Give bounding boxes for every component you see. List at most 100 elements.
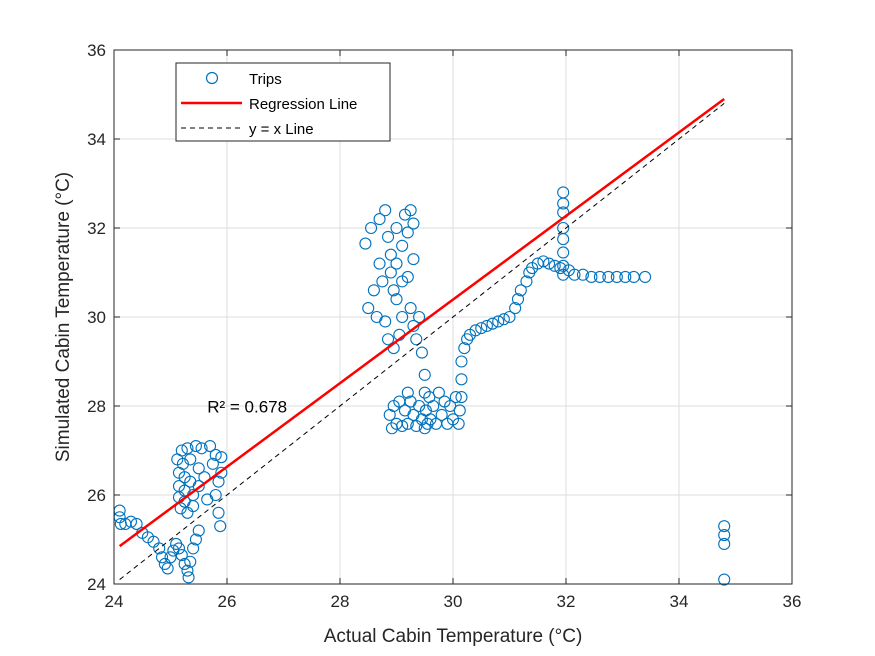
y-equals-x-line bbox=[119, 103, 725, 580]
trip-point bbox=[415, 346, 428, 359]
trip-point bbox=[192, 524, 205, 537]
x-tick-label: 30 bbox=[444, 592, 463, 611]
legend-trips-label: Trips bbox=[249, 71, 282, 88]
trip-point bbox=[124, 515, 137, 528]
trip-point bbox=[387, 284, 400, 297]
legend-regression-label: Regression Line bbox=[249, 96, 357, 113]
trip-point bbox=[174, 502, 187, 515]
trip-point bbox=[155, 551, 169, 564]
trip-point bbox=[410, 333, 423, 346]
trip-point bbox=[214, 520, 227, 533]
trip-point bbox=[557, 197, 570, 210]
trip-point bbox=[514, 284, 527, 297]
trip-point bbox=[390, 417, 403, 430]
trip-point bbox=[576, 268, 590, 281]
trip-point bbox=[373, 213, 386, 226]
trip-point bbox=[455, 373, 468, 386]
y-tick-label: 24 bbox=[87, 575, 106, 594]
trip-point bbox=[585, 270, 598, 284]
trip-point bbox=[184, 453, 197, 466]
trip-point bbox=[184, 555, 197, 568]
trip-point bbox=[373, 257, 386, 270]
trip-point bbox=[593, 270, 606, 284]
trip-point bbox=[187, 500, 200, 513]
trip-point bbox=[209, 448, 222, 462]
trip-point bbox=[619, 270, 632, 284]
trip-point bbox=[418, 422, 431, 435]
trip-point bbox=[449, 391, 462, 404]
regression-line bbox=[118, 97, 725, 548]
r-squared-annotation: R² = 0.678 bbox=[207, 398, 287, 417]
trip-point bbox=[401, 226, 414, 239]
trip-point bbox=[458, 342, 471, 355]
y-tick-label: 36 bbox=[87, 41, 106, 60]
trip-point bbox=[362, 302, 375, 315]
trip-point bbox=[176, 457, 189, 470]
legend-trips-marker bbox=[205, 71, 219, 85]
trip-point bbox=[469, 324, 482, 337]
trip-point bbox=[639, 270, 652, 284]
trip-point bbox=[153, 542, 166, 555]
legend: Trips Regression Line y = x Line bbox=[175, 62, 391, 142]
plot-frame bbox=[113, 49, 793, 585]
trip-point bbox=[503, 310, 516, 324]
legend-yx-label: y = x Line bbox=[249, 121, 314, 138]
trip-point bbox=[398, 404, 412, 417]
trip-point bbox=[367, 284, 380, 297]
trip-point bbox=[557, 246, 570, 259]
trip-point bbox=[554, 261, 567, 275]
trip-point bbox=[542, 257, 556, 270]
y-tick-label: 32 bbox=[87, 219, 106, 238]
trip-point bbox=[161, 562, 174, 575]
trip-point bbox=[376, 275, 389, 288]
trip-point bbox=[390, 293, 403, 306]
trip-point bbox=[359, 237, 372, 250]
trip-point bbox=[401, 386, 414, 399]
trip-point bbox=[175, 444, 188, 457]
trip-point bbox=[455, 391, 468, 404]
trip-point bbox=[212, 475, 225, 488]
trip-point bbox=[432, 386, 445, 399]
trip-point bbox=[718, 520, 731, 533]
trip-point bbox=[435, 408, 448, 421]
trip-point bbox=[381, 333, 395, 346]
x-tick-label: 36 bbox=[783, 592, 802, 611]
trip-point bbox=[181, 442, 194, 455]
trip-point bbox=[537, 255, 550, 268]
y-tick-label: 28 bbox=[87, 397, 106, 416]
trip-point bbox=[497, 313, 510, 326]
trip-point bbox=[557, 233, 570, 246]
trip-point bbox=[511, 293, 525, 306]
trip-point bbox=[455, 355, 468, 368]
trip-point bbox=[418, 368, 431, 381]
trip-point bbox=[385, 422, 399, 435]
trip-point bbox=[480, 319, 493, 332]
y-tick-label: 34 bbox=[87, 130, 106, 149]
trip-point bbox=[404, 204, 417, 217]
tick-labels: 24 26 28 30 32 34 36 24 26 28 30 32 34 36 bbox=[87, 41, 801, 611]
trip-point bbox=[407, 217, 420, 230]
trip-point bbox=[195, 442, 208, 455]
trip-point bbox=[548, 259, 561, 272]
trip-point bbox=[475, 322, 488, 335]
trip-point bbox=[383, 408, 396, 421]
trip-point bbox=[390, 257, 403, 270]
trip-point bbox=[396, 239, 409, 252]
trip-point bbox=[187, 542, 200, 555]
trip-point bbox=[718, 573, 731, 586]
trip-point bbox=[404, 302, 417, 315]
trip-point bbox=[407, 253, 420, 266]
trip-point bbox=[509, 302, 522, 315]
x-tick-label: 32 bbox=[557, 592, 576, 611]
trip-point bbox=[418, 386, 431, 399]
trip-point bbox=[452, 417, 465, 430]
trip-point bbox=[212, 506, 225, 519]
trip-point bbox=[390, 221, 403, 235]
x-tick-label: 24 bbox=[105, 592, 124, 611]
trip-point bbox=[381, 230, 395, 243]
trip-point bbox=[181, 564, 194, 577]
trip-point bbox=[384, 248, 397, 261]
series-trips bbox=[113, 186, 731, 586]
trip-point bbox=[718, 537, 731, 551]
